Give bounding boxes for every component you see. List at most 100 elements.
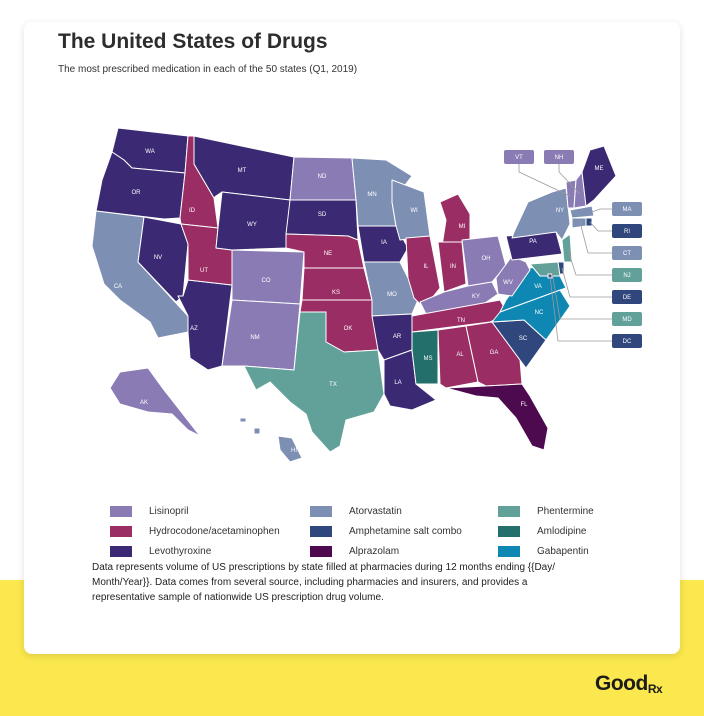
callout-label-ma: MA [623, 207, 632, 213]
state-tx [243, 311, 385, 453]
state-ia [357, 225, 409, 263]
state-label-ca: CA [114, 284, 122, 290]
state-mi [439, 193, 471, 247]
callout-box-dc [612, 334, 642, 348]
legend-swatch [310, 525, 332, 537]
callout-box-ma [612, 202, 642, 216]
state-label-ak: AK [140, 400, 148, 406]
state-label-in: IN [450, 264, 456, 270]
legend-item-amlo: Amlodipine [498, 524, 586, 538]
leader-dc [549, 275, 612, 342]
legend-item-ator: Atorvastatin [310, 504, 402, 518]
state-label-ut: UT [200, 268, 208, 274]
state-label-ia: IA [381, 240, 387, 246]
state-az [177, 279, 233, 371]
legend-label: Lisinopril [149, 505, 189, 517]
state-label-me: ME [595, 166, 604, 172]
callout-label-ct: CT [623, 251, 631, 257]
state-nm [221, 299, 301, 371]
legend-item-gaba: Gabapentin [498, 544, 589, 558]
state-label-sd: SD [318, 212, 327, 218]
state-label-az: AZ [190, 326, 198, 332]
legend-item-levo: Levothyroxine [110, 544, 211, 558]
state-label-nc: NC [535, 310, 544, 316]
state-label-fl: FL [520, 402, 528, 408]
leader-nh [558, 164, 581, 195]
state-label-mi: MI [459, 224, 466, 230]
legend: Lisinopril Atorvastatin Phentermine Hydroco… [84, 484, 604, 557]
legend-label: Gabapentin [537, 545, 589, 557]
state-wi [391, 179, 431, 241]
state-labels: WA OR CA ID NV AZ UT MT WY CO NM ND SD NE KS OK TX MN IA MO… [114, 149, 604, 454]
legend-swatch [310, 545, 332, 557]
state-in [437, 241, 467, 293]
state-label-ga: GA [490, 350, 499, 356]
leader-de [561, 267, 612, 298]
state-ct [571, 217, 587, 229]
state-ri [585, 217, 593, 227]
state-label-ar: AR [393, 334, 402, 340]
state-label-hi: HI [291, 448, 297, 454]
state-ma [569, 205, 595, 219]
state-wy [215, 191, 291, 251]
state-label-la: LA [394, 380, 401, 386]
callout-box-nj [612, 268, 642, 282]
callout-boxes: VT NH MA RI CT NJ DE MD DC [504, 150, 642, 348]
callout-box-de [612, 290, 642, 304]
state-label-ny: NY [556, 208, 564, 214]
state-label-or: OR [132, 190, 142, 196]
leader-vt [518, 164, 571, 197]
callout-leaders [518, 164, 612, 342]
state-label-oh: OH [482, 256, 491, 262]
legend-item-lis: Lisinopril [110, 504, 188, 518]
state-label-tn: TN [457, 318, 465, 324]
state-label-nm: NM [250, 335, 259, 341]
state-label-wv: WV [503, 280, 513, 286]
callout-box-nh [544, 150, 574, 164]
state-al [437, 325, 479, 389]
state-ak [109, 367, 201, 437]
callout-box-md [612, 312, 642, 326]
legend-label: Atorvastatin [349, 505, 402, 517]
state-label-wy: WY [247, 222, 257, 228]
legend-swatch [110, 525, 132, 537]
state-label-nd: ND [318, 174, 327, 180]
logo-suffix: Rx [647, 682, 663, 696]
state-label-pa: PA [529, 239, 537, 245]
callout-label-nj: NJ [623, 273, 630, 279]
legend-item-amph: Amphetamine salt combo [310, 524, 462, 538]
legend-swatch [110, 545, 132, 557]
state-label-ky: KY [472, 294, 480, 300]
legend-label: Levothyroxine [149, 545, 212, 557]
state-label-id: ID [189, 208, 196, 214]
state-label-ne: NE [324, 251, 332, 257]
state-label-mo: MO [387, 292, 397, 298]
state-md [529, 261, 561, 277]
state-label-va: VA [534, 284, 542, 290]
state-shapes [91, 127, 617, 463]
state-hi [239, 417, 303, 463]
state-label-nv: NV [154, 255, 162, 261]
callout-label-ri: RI [624, 229, 630, 235]
state-label-al: AL [456, 352, 464, 358]
state-co [231, 249, 305, 305]
leader-ma [591, 208, 612, 213]
state-label-ks: KS [332, 290, 340, 296]
state-label-mn: MN [367, 192, 376, 198]
goodrx-logo: GoodRx [595, 672, 663, 696]
legend-swatch [498, 505, 520, 517]
state-ny [511, 187, 571, 241]
legend-label: Alprazolam [349, 545, 400, 557]
state-label-ok: OK [344, 326, 353, 332]
state-label-wa: WA [145, 149, 154, 155]
state-label-mt: MT [238, 168, 247, 174]
state-label-tx: TX [329, 382, 337, 388]
callout-label-nh: NH [555, 155, 564, 161]
page-subtitle: The most prescribed medication in each o… [58, 64, 358, 75]
logo-text: Good [595, 672, 648, 695]
legend-swatch [498, 545, 520, 557]
callout-label-dc: DC [623, 339, 632, 345]
callout-box-vt [504, 150, 534, 164]
callout-box-ri [612, 224, 642, 238]
legend-swatch [498, 525, 520, 537]
